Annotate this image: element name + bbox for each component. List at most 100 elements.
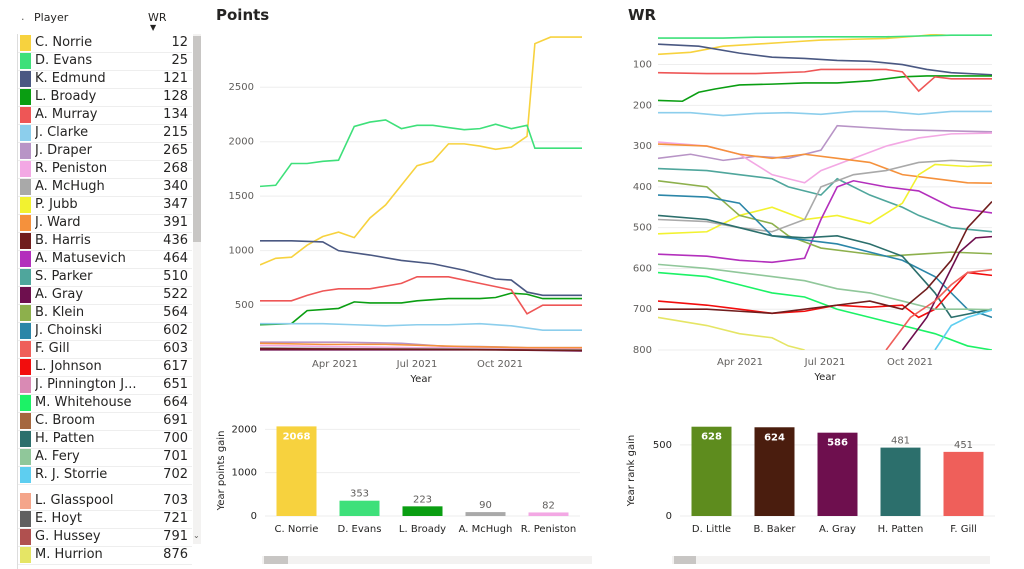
- table-row[interactable]: A. Murray 134: [18, 106, 192, 125]
- player-wr: 12: [171, 35, 188, 50]
- player-color-swatch: [20, 89, 31, 105]
- series-line-r--peniston: [260, 344, 582, 350]
- table-row[interactable]: J. Ward 391: [18, 214, 192, 233]
- table-row[interactable]: A. Gray 522: [18, 286, 192, 305]
- series-line-d--evans: [658, 34, 992, 39]
- x-tick-label: R. Peniston: [521, 524, 576, 535]
- table-row[interactable]: B. Klein 564: [18, 304, 192, 323]
- player-wr: 464: [163, 251, 188, 266]
- bar-b--baker: [754, 427, 795, 516]
- player-color-swatch: [20, 359, 31, 375]
- column-header-wr[interactable]: WR: [148, 11, 167, 24]
- player-name: G. Hussey: [35, 529, 101, 544]
- player-wr: 340: [163, 179, 188, 194]
- series-line-j--ward: [260, 342, 582, 349]
- column-header-player[interactable]: Player: [34, 11, 69, 24]
- player-name: L. Glasspool: [35, 493, 114, 508]
- player-wr: 391: [163, 215, 188, 230]
- player-color-swatch: [20, 35, 31, 51]
- table-row[interactable]: F. Gill 603: [18, 340, 192, 359]
- table-row[interactable]: G. Hussey 791: [18, 528, 192, 547]
- table-row[interactable]: E. Hoyt 721: [18, 510, 192, 529]
- table-row[interactable]: J. Pinnington J... 651: [18, 376, 192, 395]
- table-header: . Player WR ▼: [0, 0, 200, 34]
- player-name: A. McHugh: [35, 179, 105, 194]
- player-color-swatch: [20, 449, 31, 465]
- player-wr: 347: [163, 197, 188, 212]
- bar-c--norrie: [276, 426, 317, 516]
- player-color-swatch: [20, 467, 31, 483]
- table-row[interactable]: A. Fery 701: [18, 448, 192, 467]
- series-line-b--klein: [658, 179, 992, 258]
- player-color-swatch: [20, 215, 31, 231]
- table-row[interactable]: R. J. Storrie 702: [18, 466, 192, 485]
- bar-a--gray: [817, 432, 858, 516]
- rank-gain-bar-chart: 0 500 628 D. Little 624 B. Baker 586 A. Gray 481…: [626, 426, 995, 535]
- player-wr: 436: [163, 233, 188, 248]
- series-line-k--edmund: [658, 43, 992, 76]
- series-line-r--j--storrie: [934, 309, 992, 350]
- rank-bar-scrollbar-thumb[interactable]: [674, 556, 696, 564]
- points-bar-scrollbar-thumb[interactable]: [264, 556, 288, 564]
- y-axis-title: Year rank gain: [626, 435, 637, 508]
- sort-descending-icon[interactable]: ▼: [150, 23, 157, 32]
- vertical-scrollbar-thumb[interactable]: [193, 36, 201, 242]
- series-line-b--harris: [260, 347, 582, 352]
- scroll-down-icon[interactable]: ⌄: [193, 531, 200, 540]
- bar-f--gill: [943, 451, 984, 516]
- points-chart-title: Points: [216, 6, 270, 24]
- y-tick-label: 0: [666, 511, 672, 522]
- table-row[interactable]: L. Broady 128: [18, 88, 192, 107]
- rank-bar-scrollbar[interactable]: [672, 556, 990, 564]
- table-row[interactable]: A. McHugh 340: [18, 178, 192, 197]
- table-row[interactable]: C. Broom 691: [18, 412, 192, 431]
- player-name: R. J. Storrie: [35, 467, 108, 482]
- table-row[interactable]: P. Jubb 347: [18, 196, 192, 215]
- table-row[interactable]: L. Glasspool 703: [18, 492, 192, 511]
- player-name: L. Broady: [35, 89, 97, 104]
- table-row[interactable]: B. Harris 436: [18, 232, 192, 251]
- player-wr: 510: [163, 269, 188, 284]
- table-row[interactable]: J. Draper 265: [18, 142, 192, 161]
- series-line-m--hurrion: [658, 316, 805, 350]
- table-row[interactable]: M. Whitehouse 664: [18, 394, 192, 413]
- y-tick-label: 100: [633, 60, 652, 71]
- player-wr: 121: [163, 71, 188, 86]
- player-wr: 701: [163, 449, 188, 464]
- player-color-swatch: [20, 377, 31, 393]
- table-row[interactable]: H. Patten 700: [18, 430, 192, 449]
- table-row[interactable]: C. Norrie 12: [18, 34, 192, 53]
- vertical-scrollbar[interactable]: [193, 34, 201, 544]
- player-color-swatch: [20, 161, 31, 177]
- table-row[interactable]: K. Edmund 121: [18, 70, 192, 89]
- table-row[interactable]: L. Johnson 617: [18, 358, 192, 377]
- table-row[interactable]: J. Choinski 602: [18, 322, 192, 341]
- x-tick-label: Apr 2021: [312, 359, 358, 370]
- player-wr: 664: [163, 395, 188, 410]
- points-bar-scrollbar[interactable]: [262, 556, 592, 564]
- table-row[interactable]: A. Matusevich 464: [18, 250, 192, 269]
- table-row[interactable]: S. Parker 510: [18, 268, 192, 287]
- player-name: M. Whitehouse: [35, 395, 132, 410]
- player-name: J. Draper: [35, 143, 93, 158]
- series-line-j--ward: [658, 143, 992, 185]
- player-color-swatch: [20, 323, 31, 339]
- table-row[interactable]: D. Evans 25: [18, 52, 192, 71]
- bar-h--patten: [880, 447, 921, 516]
- wr-line-chart: 100 200 300 400 500 600 700 800 Apr 2021 Jul 2021…: [633, 34, 992, 383]
- series-line-a--murray: [658, 68, 992, 93]
- y-tick-label: 500: [653, 440, 672, 451]
- table-row[interactable]: M. Hurrion 876: [18, 546, 192, 565]
- series-line-j--draper: [658, 124, 992, 162]
- points-line-chart: 500 1000 1500 2000 2500 Apr 2021 Jul 2021 Oct 2…: [229, 36, 582, 385]
- player-color-swatch: [20, 143, 31, 159]
- table-row[interactable]: R. Peniston 268: [18, 160, 192, 179]
- series-line-j--clarke: [658, 110, 992, 117]
- player-name: A. Matusevich: [35, 251, 126, 266]
- player-color-swatch: [20, 305, 31, 321]
- table-row[interactable]: J. Clarke 215: [18, 124, 192, 143]
- player-color-swatch: [20, 179, 31, 195]
- player-name: C. Norrie: [35, 35, 93, 50]
- bar-a--mchugh: [465, 512, 506, 516]
- player-color-swatch: [20, 107, 31, 123]
